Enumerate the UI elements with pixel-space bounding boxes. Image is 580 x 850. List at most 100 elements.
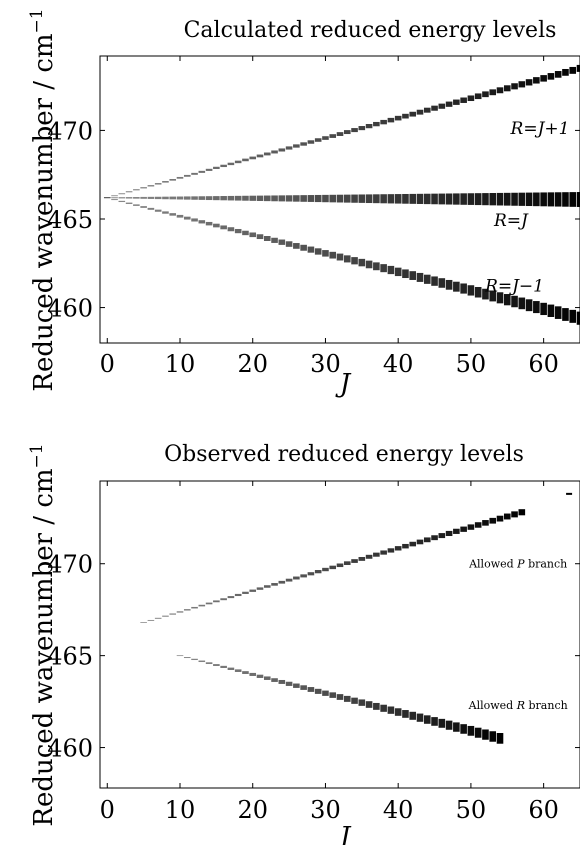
data-point-series-1 xyxy=(271,150,278,154)
data-point-series-2 xyxy=(569,192,577,207)
y-axis-label-superscript: −1 xyxy=(27,443,47,468)
data-point-series-1 xyxy=(154,183,162,185)
data-point-series-1 xyxy=(576,64,580,72)
data-point-series-3 xyxy=(263,236,271,241)
branch-annotation-suffix: branch xyxy=(525,557,568,570)
data-point-series-1 xyxy=(220,598,227,601)
data-point-series-1 xyxy=(569,66,577,74)
data-point-series-1 xyxy=(336,132,344,136)
data-point-series-1 xyxy=(394,115,402,121)
data-point-series-1 xyxy=(511,83,518,90)
x-tick-label: 30 xyxy=(310,796,341,824)
data-point-series-3 xyxy=(402,269,409,279)
data-point-series-2 xyxy=(409,193,417,204)
data-point-series-1 xyxy=(423,107,431,113)
data-point-series-1 xyxy=(183,609,191,611)
data-point-series-1 xyxy=(118,193,126,195)
data-point-series-2 xyxy=(140,196,147,199)
data-point-series-2 xyxy=(467,725,475,736)
data-point-series-2 xyxy=(336,194,344,203)
y-tick-label: 460 xyxy=(47,735,93,763)
data-point-series-1 xyxy=(162,615,169,617)
y-axis-label-group: Reduced wavenumber / cm−1 xyxy=(27,8,59,391)
data-point-series-1 xyxy=(351,128,358,133)
x-axis-label: J xyxy=(335,369,352,399)
branch-annotation-letter: R xyxy=(516,699,525,712)
data-point-series-2 xyxy=(533,192,540,207)
data-point-series-3 xyxy=(569,309,577,323)
y-tick-label: 465 xyxy=(47,643,93,671)
data-point-series-2 xyxy=(394,194,402,204)
plot-frame xyxy=(99,480,580,789)
data-point-series-2 xyxy=(431,717,438,726)
data-point-series-1 xyxy=(256,587,264,590)
data-point-series-1 xyxy=(380,119,387,125)
data-point-series-1 xyxy=(234,160,242,164)
data-point-series-1 xyxy=(329,565,337,570)
data-point-series-1 xyxy=(474,522,482,528)
data-point-series-3 xyxy=(271,237,278,243)
data-point-series-1 xyxy=(263,152,271,156)
data-point-series-1 xyxy=(387,117,395,123)
data-point-series-1 xyxy=(503,513,511,520)
data-point-series-2 xyxy=(540,192,547,207)
data-point-series-3 xyxy=(111,199,118,201)
data-point-series-1 xyxy=(111,195,118,197)
data-point-series-1 xyxy=(380,550,387,555)
data-point-series-1 xyxy=(474,93,482,100)
data-point-series-2 xyxy=(293,195,300,202)
x-tick-label: 40 xyxy=(383,796,414,824)
data-point-series-2 xyxy=(198,196,206,200)
data-point-series-3 xyxy=(169,213,177,216)
data-point-series-1 xyxy=(242,158,249,162)
data-point-series-1 xyxy=(482,520,489,526)
data-point-series-1 xyxy=(300,142,307,146)
data-point-series-1 xyxy=(387,548,395,553)
data-point-series-2 xyxy=(351,194,358,203)
data-point-series-3 xyxy=(125,202,133,204)
data-point-series-2 xyxy=(263,195,271,202)
data-point-series-2 xyxy=(249,195,257,201)
data-point-series-3 xyxy=(242,230,249,236)
y-axis-label-superscript: −1 xyxy=(27,8,47,33)
data-point-series-1 xyxy=(540,75,547,82)
data-point-series-2 xyxy=(176,655,184,657)
data-point-series-2 xyxy=(358,699,366,706)
data-point-series-1 xyxy=(423,537,431,543)
data-point-series-2 xyxy=(394,708,402,716)
data-point-series-2 xyxy=(176,196,184,200)
data-marks xyxy=(103,64,580,325)
data-point-series-1 xyxy=(285,146,293,150)
data-point-series-3 xyxy=(147,207,155,210)
data-point-series-2 xyxy=(525,192,533,207)
data-point-series-3 xyxy=(518,297,526,310)
data-point-series-2 xyxy=(271,195,278,202)
data-point-series-3 xyxy=(285,241,293,247)
data-point-series-3 xyxy=(394,267,402,277)
data-point-series-2 xyxy=(125,197,133,199)
data-point-series-1 xyxy=(467,524,475,530)
data-point-series-3 xyxy=(220,225,227,230)
data-point-series-2 xyxy=(220,196,227,201)
data-point-series-3 xyxy=(154,209,162,212)
data-point-series-2 xyxy=(438,193,446,205)
data-point-series-2 xyxy=(387,706,395,714)
data-point-series-2 xyxy=(474,193,482,206)
data-point-series-1 xyxy=(373,121,380,127)
x-tick-label: 30 xyxy=(310,350,341,378)
data-point-series-2 xyxy=(322,194,329,203)
data-point-series-2 xyxy=(576,192,580,207)
data-point-series-1 xyxy=(489,517,497,524)
data-point-series-2 xyxy=(431,193,438,205)
data-point-series-1 xyxy=(205,168,213,171)
data-point-series-2 xyxy=(307,687,315,692)
data-point-series-2 xyxy=(496,733,504,744)
data-point-series-1 xyxy=(460,526,467,532)
data-point-series-2 xyxy=(322,690,329,696)
chart-title: Calculated reduced energy levels xyxy=(184,18,557,43)
data-point-series-2 xyxy=(365,701,373,708)
data-point-series-3 xyxy=(213,223,220,228)
data-point-series-2 xyxy=(336,694,344,700)
series-annotation: R=J−1 xyxy=(484,277,544,297)
